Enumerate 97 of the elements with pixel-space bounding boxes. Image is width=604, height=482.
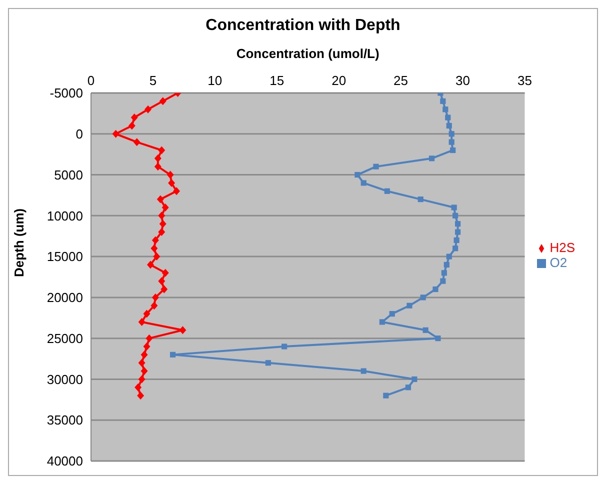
y-tick-label: 30000 — [46, 372, 83, 387]
point — [173, 187, 180, 196]
point — [446, 254, 452, 260]
point — [158, 146, 166, 154]
point — [137, 392, 144, 400]
x-tick-label: 35 — [517, 73, 532, 88]
point — [435, 336, 441, 342]
point — [170, 352, 176, 358]
point — [138, 375, 146, 384]
point — [454, 237, 460, 243]
point — [133, 138, 140, 146]
point — [162, 203, 169, 212]
point — [128, 122, 136, 130]
point — [440, 278, 446, 284]
point — [442, 106, 448, 112]
point — [360, 180, 366, 186]
point — [406, 302, 412, 308]
point — [152, 236, 159, 244]
legend-label: O2 — [550, 255, 568, 270]
point — [150, 302, 158, 310]
point — [158, 212, 166, 220]
point — [440, 98, 446, 104]
point — [441, 270, 447, 276]
point — [144, 105, 152, 114]
point — [265, 360, 271, 366]
y-tick-label: 40000 — [46, 454, 83, 469]
point — [373, 164, 379, 170]
x-axis-title: Concentration (umol/L) — [236, 46, 380, 62]
point — [418, 196, 424, 202]
point — [384, 188, 390, 194]
point — [444, 262, 450, 268]
point — [389, 311, 395, 317]
point — [153, 252, 160, 261]
point — [159, 97, 166, 106]
point — [422, 327, 428, 333]
point — [448, 139, 454, 145]
y-tick-label: 15000 — [46, 249, 83, 264]
point — [140, 367, 148, 376]
point — [158, 228, 166, 236]
point — [445, 114, 451, 120]
y-tick-label: 0 — [76, 126, 83, 142]
point — [168, 178, 176, 187]
y-tick-label: 10000 — [46, 208, 83, 224]
point — [154, 162, 162, 171]
point — [454, 229, 461, 235]
point — [451, 204, 457, 210]
x-tick-label: 25 — [394, 73, 408, 88]
point — [134, 383, 142, 392]
point — [156, 195, 164, 204]
point — [143, 310, 150, 318]
y-tick-label: 35000 — [46, 412, 83, 428]
point — [146, 260, 154, 269]
point — [152, 293, 159, 302]
point — [360, 368, 366, 374]
point — [432, 286, 438, 292]
point — [412, 376, 418, 382]
y-tick-label: 5000 — [54, 167, 83, 182]
point — [160, 285, 168, 294]
point — [158, 277, 166, 286]
point — [146, 334, 153, 342]
point — [383, 392, 389, 398]
point — [143, 342, 150, 351]
point — [140, 350, 148, 359]
point — [150, 244, 158, 252]
x-tick-label: 15 — [270, 73, 284, 88]
point — [282, 344, 288, 350]
point — [420, 294, 426, 300]
point — [162, 268, 169, 277]
point — [405, 384, 412, 390]
point — [138, 358, 146, 367]
point — [454, 221, 461, 227]
point — [448, 131, 454, 137]
point — [452, 246, 458, 252]
point — [130, 114, 138, 122]
point — [452, 212, 458, 218]
y-axis-title: Depth (um) — [12, 208, 27, 277]
x-tick-label: 20 — [332, 73, 346, 88]
x-tick-label: 5 — [149, 73, 157, 88]
y-tick-label: 20000 — [46, 290, 83, 306]
legend-label: H2S — [550, 240, 575, 255]
point — [166, 170, 174, 179]
x-tick-label: 0 — [87, 73, 95, 88]
point — [446, 122, 452, 129]
point — [428, 156, 435, 162]
point — [179, 326, 186, 334]
point — [112, 130, 120, 138]
point — [379, 319, 385, 325]
y-tick-label: -5000 — [50, 86, 83, 101]
x-tick-label: 30 — [456, 73, 470, 88]
x-tick-label: 10 — [208, 73, 222, 88]
point — [450, 147, 456, 154]
chart-title: Concentration with Depth — [204, 16, 402, 36]
point — [154, 154, 162, 162]
point — [138, 318, 146, 326]
point — [159, 220, 166, 228]
y-tick-label: 25000 — [46, 330, 83, 346]
point — [354, 172, 360, 178]
